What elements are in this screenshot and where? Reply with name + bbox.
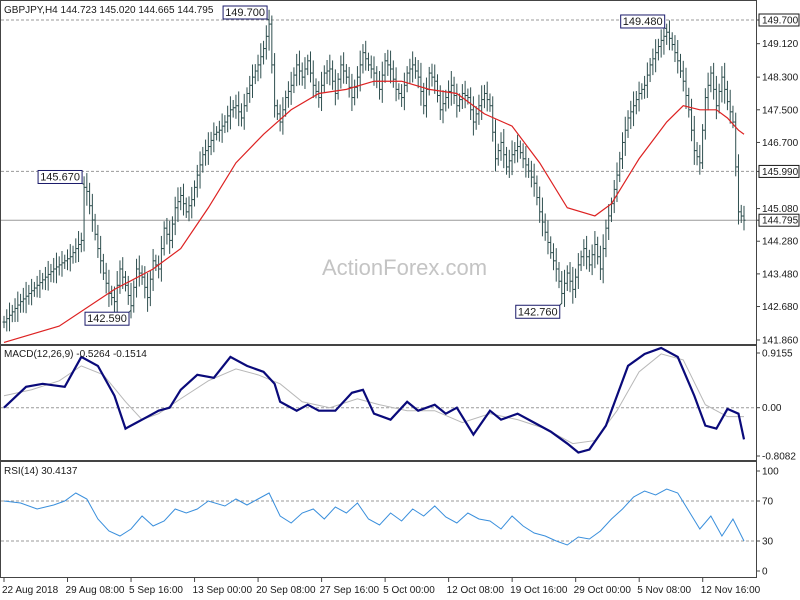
annotation-label: 149.700: [225, 7, 265, 19]
x-tick-label: 29 Aug 08:00: [66, 585, 125, 596]
x-tick-label: 12 Oct 08:00: [447, 585, 505, 596]
y-tick-label: 141.860: [762, 336, 799, 347]
annotation-box: [515, 304, 561, 319]
price-title: GBPJPY,H4 144.723 145.020 144.665 144.79…: [4, 5, 214, 16]
y-tick-label: 145.990: [762, 167, 799, 178]
x-tick-label: 22 Aug 2018: [2, 585, 59, 596]
y-tick-label: -0.8082: [762, 452, 796, 463]
macd-panel: [0, 345, 757, 461]
y-tick-label: 146.700: [762, 138, 799, 149]
x-tick-label: 29 Oct 00:00: [574, 585, 632, 596]
y-tick-label: 70: [762, 497, 774, 508]
y-tick-label: 144.795: [762, 216, 799, 227]
y-tick-label: 0.00: [762, 403, 782, 414]
annotation-label: 149.480: [623, 16, 663, 28]
y-tick-label: 0.9155: [762, 349, 793, 360]
watermark: ActionForex.com: [322, 255, 487, 280]
y-tick-label: 143.480: [762, 269, 799, 280]
x-tick-label: 20 Sep 08:00: [256, 585, 316, 596]
annotation-box: [84, 311, 130, 326]
x-tick-label: 27 Sep 16:00: [320, 585, 380, 596]
x-tick-label: 13 Sep 00:00: [193, 585, 253, 596]
y-tick-label: 142.680: [762, 302, 799, 313]
x-axis: 22 Aug 2018 29 Aug 08:00 5 Sep 16:00 13 Sep…: [2, 578, 761, 596]
macd-title: MACD(12,26,9) -0.5264 -0.1514: [4, 349, 147, 360]
y-tick-label: 144.280: [762, 237, 799, 248]
rsi-series: [1, 488, 756, 546]
annotation-label: 142.590: [87, 313, 127, 325]
x-tick-label: 5 Nov 08:00: [637, 585, 691, 596]
rsi-title: RSI(14) 30.4137: [4, 466, 78, 477]
x-tick-label: 5 Oct 00:00: [383, 585, 435, 596]
annotation-box: [37, 169, 83, 184]
annotation-label: 142.760: [518, 306, 558, 318]
rsi-panel: [0, 461, 757, 578]
price-series: 149.700 145.670 142.590 149.480 142.760: [1, 5, 756, 344]
y-tick-label: 147.500: [762, 105, 799, 116]
moving-average-line: [3, 80, 745, 344]
price-tag: [758, 213, 800, 227]
price-panel: [0, 0, 757, 345]
x-tick-label: 5 Sep 16:00: [129, 585, 183, 596]
price-tag: [758, 13, 800, 27]
y-tick-label: 0: [762, 567, 768, 578]
price-tag: [758, 164, 800, 178]
y-tick-label: 149.120: [762, 39, 799, 50]
y-tick-label: 148.300: [762, 73, 799, 84]
y-tick-label: 149.700: [762, 16, 799, 27]
macd-line: [3, 346, 746, 454]
annotation-label: 145.670: [40, 171, 80, 183]
annotation-box: [620, 14, 666, 29]
macd-series: [1, 346, 756, 454]
x-tick-label: 19 Oct 16:00: [510, 585, 568, 596]
y-tick-label: 145.080: [762, 204, 799, 215]
rsi-line: [3, 488, 745, 546]
x-tick-label: 12 Nov 16:00: [701, 585, 761, 596]
y-tick-label: 30: [762, 537, 774, 548]
y-axis: 149.700 149.120 148.300 147.500 146.700 145.9…: [756, 13, 800, 578]
annotation-box: [222, 5, 268, 20]
y-tick-label: 100: [762, 467, 779, 478]
